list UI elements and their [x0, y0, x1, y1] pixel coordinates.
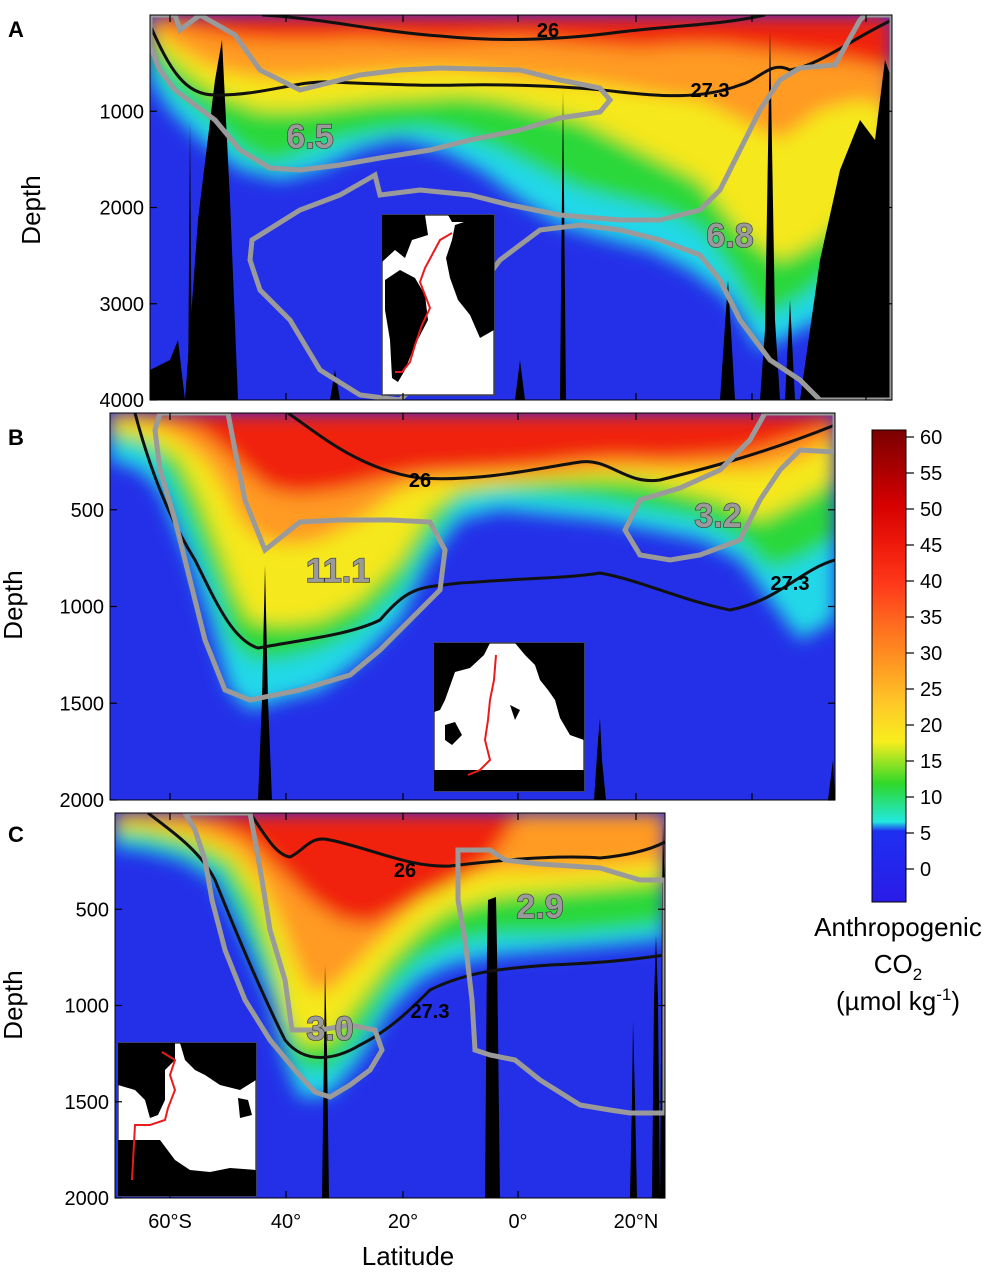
- panel-c-field: [115, 813, 665, 1198]
- panel-b-ylabel: Depth: [0, 570, 28, 639]
- panel-a: [149, 14, 893, 401]
- colorbar-title-unit: (µmol kg: [836, 986, 936, 1016]
- panel-b-ytick-label: 500: [71, 500, 104, 522]
- panel-a-field: [150, 15, 892, 400]
- panel-c-isopycnal-label: 27.3: [411, 1001, 450, 1023]
- xtick-label: 40°: [271, 1211, 301, 1233]
- panel-a-ylabel: Depth: [16, 175, 46, 244]
- panel-a-ytick-label: 4000: [100, 390, 145, 412]
- panel-b-isopycnal-label: 26: [409, 470, 431, 492]
- colorbar-tick-label: 5: [920, 823, 931, 845]
- colorbar-tick-label: 20: [920, 715, 942, 737]
- panel-b-inventory-label: 3.2: [694, 497, 741, 535]
- colorbar-gradient: [871, 429, 907, 903]
- panel-a-inventory-label: 6.5: [286, 118, 333, 156]
- panel-b-inset-map: [433, 642, 585, 792]
- colorbar-title-sup: -1: [936, 985, 951, 1004]
- panel-b-isopycnal-label: 27.3: [771, 573, 810, 595]
- panel-a-isopycnal-label: 26: [537, 20, 559, 42]
- panel-b-ytick-label: 2000: [60, 790, 105, 812]
- colorbar-tick-label: 50: [920, 499, 942, 521]
- xtick-label: 60°S: [148, 1211, 192, 1233]
- panel-c-ytick-label: 2000: [65, 1188, 110, 1210]
- colorbar-title-co: CO: [874, 949, 913, 979]
- colorbar-tick-label: 15: [920, 751, 942, 773]
- colorbar-tick-label: 30: [920, 643, 942, 665]
- panel-c-inventory-label: 2.9: [516, 888, 563, 926]
- panel-a-inset-map: [381, 214, 495, 396]
- panel-b-ytick-label: 1500: [60, 693, 105, 715]
- colorbar-tick-label: 45: [920, 535, 942, 557]
- panel-a-ytick-label: 1000: [100, 101, 145, 123]
- colorbar-tick-label: 25: [920, 679, 942, 701]
- colorbar-tick-label: 0: [920, 859, 931, 881]
- colorbar-tick-label: 10: [920, 787, 942, 809]
- panel-b-ytick-label: 1000: [60, 597, 105, 619]
- panel-a-inventory-label: 6.8: [706, 217, 753, 255]
- panel-c-letter: C: [8, 822, 24, 847]
- panel-c-inset-map: [117, 1042, 257, 1197]
- panel-a-isopycnal-label: 27.3: [691, 80, 730, 102]
- panel-b: [109, 412, 836, 801]
- panel-b-letter: B: [8, 425, 24, 450]
- panel-c-ytick-label: 1000: [65, 996, 110, 1018]
- panel-a-letter: A: [8, 17, 24, 42]
- colorbar-tick-label: 60: [920, 427, 942, 449]
- xlabel: Latitude: [362, 1241, 455, 1271]
- panel-a-ytick-label: 3000: [100, 294, 145, 316]
- panel-c-ytick-label: 1500: [65, 1092, 110, 1114]
- colorbar-title-end: ): [951, 986, 960, 1016]
- panel-c-ylabel: Depth: [0, 970, 28, 1039]
- panel-a-ytick-label: 2000: [100, 198, 145, 220]
- colorbar-title-line1: Anthropogenic: [814, 912, 982, 942]
- colorbar-title-line2: CO2: [874, 949, 922, 984]
- panel-c-inventory-label: 3.0: [306, 1010, 353, 1048]
- panel-b-field: [110, 413, 835, 800]
- panel-c: [114, 812, 666, 1199]
- panel-c-isopycnal-label: 26: [394, 860, 416, 882]
- colorbar-title-line3: (µmol kg-1): [836, 985, 960, 1016]
- xtick-label: 0°: [508, 1211, 527, 1233]
- xtick-label: 20°N: [614, 1211, 659, 1233]
- colorbar-tick-label: 55: [920, 463, 942, 485]
- colorbar-tick-label: 35: [920, 607, 942, 629]
- panel-b-inventory-label: 11.1: [306, 552, 370, 590]
- colorbar-title-sub: 2: [913, 965, 922, 984]
- colorbar-tick-label: 40: [920, 571, 942, 593]
- panel-c-ytick-label: 500: [76, 899, 109, 921]
- xtick-label: 20°: [388, 1211, 418, 1233]
